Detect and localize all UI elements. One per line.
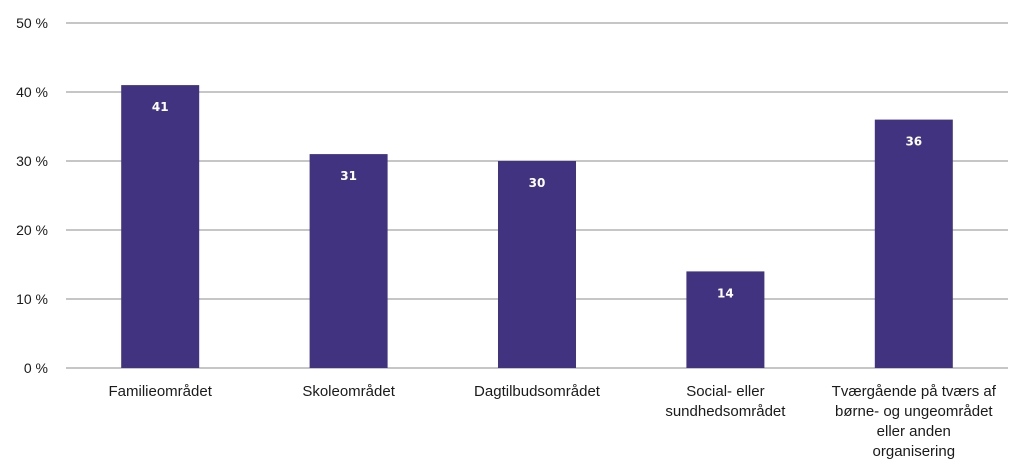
bar [686, 271, 765, 368]
x-axis: Familieområdet Skoleområdet Dagtilbudsområ… [109, 383, 997, 460]
y-axis: 0 % 10 % 20 % 30 % 40 % 50 % [16, 15, 48, 376]
bars [121, 85, 953, 368]
bar [874, 119, 953, 368]
x-tick-label-line: Familieområdet [109, 383, 213, 400]
x-tick-label: Familieområdet [109, 383, 213, 400]
x-tick-label-line: sundhedsområdet [665, 403, 786, 420]
data-label: 36 [905, 135, 922, 149]
x-tick-label: Skoleområdet [302, 383, 395, 400]
x-tick-label: Tværgående på tværs af børne- og ungeområ… [832, 383, 997, 460]
y-tick-label: 30 % [16, 153, 48, 169]
x-tick-label-line: børne- og ungeområdet [835, 403, 993, 420]
x-tick-label-line: Dagtilbudsområdet [474, 383, 601, 400]
data-label: 30 [529, 176, 546, 190]
x-tick-label-line: Social- eller [686, 383, 764, 400]
data-label: 31 [340, 169, 357, 183]
y-tick-label: 40 % [16, 84, 48, 100]
y-tick-label: 20 % [16, 222, 48, 238]
x-tick-label: Dagtilbudsområdet [474, 383, 601, 400]
y-tick-label: 10 % [16, 291, 48, 307]
bar [309, 154, 388, 368]
x-tick-label-line: Tværgående på tværs af [832, 383, 997, 400]
x-tick-label-line: eller anden [877, 423, 951, 440]
data-labels: 41 31 30 14 36 [152, 100, 922, 300]
y-tick-label: 50 % [16, 15, 48, 31]
x-tick-label-line: organisering [873, 443, 956, 460]
bar [498, 161, 576, 368]
data-label: 14 [717, 286, 734, 300]
y-tick-label: 0 % [24, 360, 48, 376]
bar [121, 85, 200, 368]
data-label: 41 [152, 100, 169, 114]
x-tick-label: Social- eller sundhedsområdet [665, 383, 786, 420]
x-tick-label-line: Skoleområdet [302, 383, 395, 400]
